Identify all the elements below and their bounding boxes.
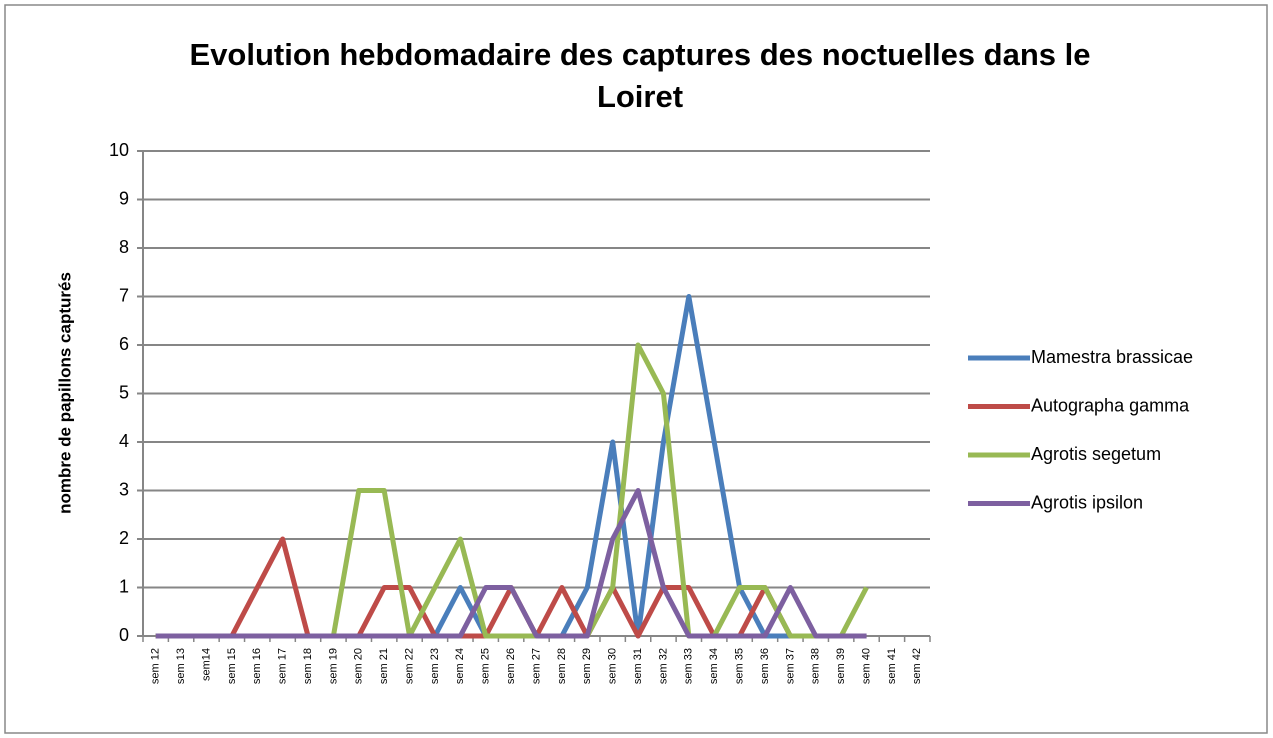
x-tick-label: sem 24 — [454, 648, 466, 684]
x-tick-label: sem 32 — [657, 648, 669, 684]
x-tick-label: sem 29 — [581, 648, 593, 684]
y-tick-label: 0 — [119, 625, 129, 645]
y-tick-label: 8 — [119, 237, 129, 257]
y-tick-label: 4 — [119, 431, 129, 451]
y-tick-label: 10 — [109, 140, 129, 160]
x-tick-label: sem 30 — [607, 648, 619, 684]
x-tick-label: sem 23 — [429, 648, 441, 684]
x-tick-label: sem 12 — [150, 648, 162, 684]
x-tick-label: sem 19 — [327, 648, 339, 684]
x-tick-label: sem 13 — [175, 648, 187, 684]
x-tick-label: sem 27 — [530, 648, 542, 684]
x-tick-label: sem 22 — [403, 648, 415, 684]
x-tick-label: sem 35 — [734, 648, 746, 684]
x-tick-label: sem 28 — [556, 648, 568, 684]
x-tick-label: sem 20 — [353, 648, 365, 684]
y-tick-label: 3 — [119, 479, 129, 499]
y-tick-label: 6 — [119, 334, 129, 354]
x-tick-label: sem 39 — [835, 648, 847, 684]
legend-label: Agrotis segetum — [1031, 444, 1161, 464]
legend-label: Agrotis ipsilon — [1031, 492, 1143, 512]
x-tick-label: sem 34 — [708, 648, 720, 684]
x-tick-label: sem 16 — [251, 648, 263, 684]
y-tick-label: 2 — [119, 528, 129, 548]
x-tick-label: sem 18 — [302, 648, 314, 684]
x-tick-label: sem 37 — [784, 648, 796, 684]
x-tick-label: sem 21 — [378, 648, 390, 684]
x-tick-label: sem 33 — [683, 648, 695, 684]
y-tick-label: 7 — [119, 285, 129, 305]
x-tick-label: sem 40 — [860, 648, 872, 684]
legend-label: Mamestra brassicae — [1031, 347, 1193, 367]
x-tick-label: sem14 — [200, 648, 212, 681]
x-tick-label: sem 31 — [632, 648, 644, 684]
legend-label: Autographa gamma — [1031, 395, 1190, 415]
chart-title: Evolution hebdomadaire des captures des … — [189, 37, 1091, 114]
x-tick-label: sem 36 — [759, 648, 771, 684]
y-axis-label: nombre de papillons capturés — [55, 272, 74, 514]
x-tick-label: sem 38 — [810, 648, 822, 684]
x-tick-label: sem 42 — [911, 648, 923, 684]
x-tick-label: sem 17 — [277, 648, 289, 684]
x-tick-label: sem 41 — [886, 648, 898, 684]
y-tick-label: 1 — [119, 576, 129, 596]
y-tick-label: 9 — [119, 188, 129, 208]
x-tick-label: sem 26 — [505, 648, 517, 684]
series-line — [155, 488, 867, 639]
x-tick-label: sem 15 — [226, 648, 238, 684]
x-tick-label: sem 25 — [480, 648, 492, 684]
y-tick-label: 5 — [119, 382, 129, 402]
